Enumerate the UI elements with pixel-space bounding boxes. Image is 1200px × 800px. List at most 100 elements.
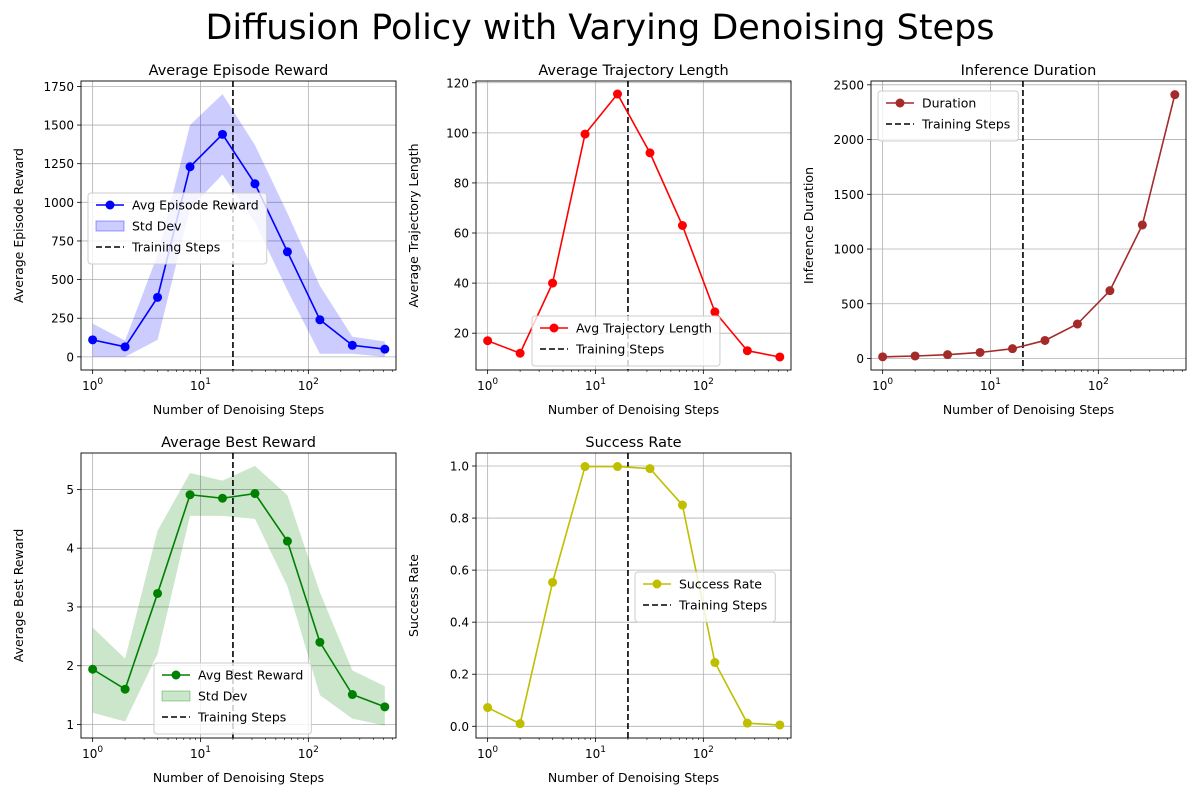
series-line <box>92 133 385 350</box>
x-tick-label: 101 <box>190 745 211 761</box>
data-point <box>282 536 292 546</box>
data-point <box>645 464 655 474</box>
y-tick-label: 1000 <box>833 243 864 257</box>
data-point <box>347 340 357 350</box>
data-point <box>943 350 953 360</box>
y-tick-label: 2 <box>66 659 74 673</box>
x-axis-label: Number of Denoising Steps <box>943 402 1114 417</box>
y-tick-label: 0.2 <box>450 668 469 682</box>
x-tick-label: 100 <box>477 377 498 393</box>
data-point <box>612 462 622 472</box>
y-tick-label: 0.0 <box>450 720 469 734</box>
y-tick-label: 100 <box>446 126 469 140</box>
x-tick-label: 101 <box>980 377 1001 393</box>
legend: Avg Best Reward Std Dev Training Steps <box>153 662 312 735</box>
y-tick-label: 3 <box>66 600 74 614</box>
legend: Success Rate Training Steps <box>634 571 776 623</box>
data-point <box>677 221 687 230</box>
data-point <box>1170 90 1180 100</box>
data-point <box>910 351 920 361</box>
data-point <box>380 344 390 354</box>
chart-title: Inference Duration <box>961 63 1097 79</box>
data-point <box>580 462 590 472</box>
data-point <box>88 664 98 674</box>
y-tick-label: 2000 <box>833 133 864 147</box>
legend-band-swatch <box>161 690 191 702</box>
data-point <box>515 348 525 358</box>
data-point <box>120 342 130 352</box>
y-tick-label: 500 <box>841 297 864 311</box>
legend-box <box>153 662 312 735</box>
data-point <box>775 352 785 362</box>
data-point <box>120 684 130 694</box>
y-tick-label: 1.0 <box>450 460 469 474</box>
x-tick-label: 102 <box>693 745 714 761</box>
y-tick-label: 20 <box>454 327 469 341</box>
x-tick-label: 102 <box>298 377 319 393</box>
data-point <box>548 278 558 288</box>
x-tick-label: 101 <box>585 377 606 393</box>
data-point <box>515 719 525 729</box>
data-point <box>1105 286 1115 296</box>
x-tick-label: 102 <box>298 745 319 761</box>
legend: Duration Training Steps <box>877 90 1019 142</box>
data-point <box>282 247 292 257</box>
legend-marker <box>549 323 559 333</box>
legend-label: Avg Best Reward <box>198 668 303 683</box>
chart-title: Average Best Reward <box>161 435 316 451</box>
x-axis-label: Number of Denoising Steps <box>548 770 719 785</box>
x-tick-label: 100 <box>477 745 498 761</box>
y-axis-label: Success Rate <box>406 554 421 637</box>
legend-label: Success Rate <box>679 577 762 592</box>
x-tick-label: 102 <box>1088 377 1109 393</box>
data-point <box>1137 220 1147 230</box>
x-axis-label: Number of Denoising Steps <box>153 770 324 785</box>
x-tick-label: 100 <box>82 745 103 761</box>
data-point <box>1072 319 1082 329</box>
legend-label: Training Steps <box>678 598 767 613</box>
y-tick-label: 2500 <box>833 78 864 92</box>
y-tick-label: 1250 <box>43 157 74 171</box>
figure-title: Diffusion Policy with Varying Denoising … <box>205 8 995 48</box>
x-tick-label: 101 <box>585 745 606 761</box>
legend-label: Avg Trajectory Length <box>576 321 712 336</box>
y-axis-label: Average Trajectory Length <box>406 143 421 307</box>
data-point <box>742 346 752 356</box>
legend-marker <box>171 670 181 680</box>
y-tick-label: 120 <box>446 76 469 90</box>
legend-label: Std Dev <box>132 219 182 234</box>
data-point <box>975 347 985 357</box>
legend-marker <box>105 200 115 210</box>
data-point <box>1040 335 1050 345</box>
y-tick-label: 1500 <box>833 188 864 202</box>
axes-frame <box>80 452 397 739</box>
data-point <box>710 307 720 317</box>
data-point <box>88 335 98 345</box>
legend-box <box>531 315 721 367</box>
data-point <box>217 129 227 139</box>
chart-title: Average Episode Reward <box>149 63 329 79</box>
data-point <box>315 637 325 647</box>
data-point <box>185 162 195 172</box>
y-tick-label: 1500 <box>43 119 74 133</box>
data-point <box>775 720 785 730</box>
y-tick-label: 0 <box>856 352 864 366</box>
x-axis-label: Number of Denoising Steps <box>153 402 324 417</box>
data-point <box>483 703 493 713</box>
series-line <box>92 492 386 708</box>
legend-label: Std Dev <box>198 689 248 704</box>
data-point <box>742 718 752 728</box>
y-tick-label: 5 <box>66 483 74 497</box>
y-axis-label: Inference Duration <box>801 167 816 284</box>
y-tick-label: 0 <box>66 350 74 364</box>
y-tick-label: 250 <box>51 312 74 326</box>
y-tick-label: 1 <box>66 718 74 732</box>
y-tick-label: 40 <box>454 277 469 291</box>
x-tick-label: 101 <box>190 377 211 393</box>
series-line <box>882 94 1176 358</box>
data-point <box>315 315 325 325</box>
